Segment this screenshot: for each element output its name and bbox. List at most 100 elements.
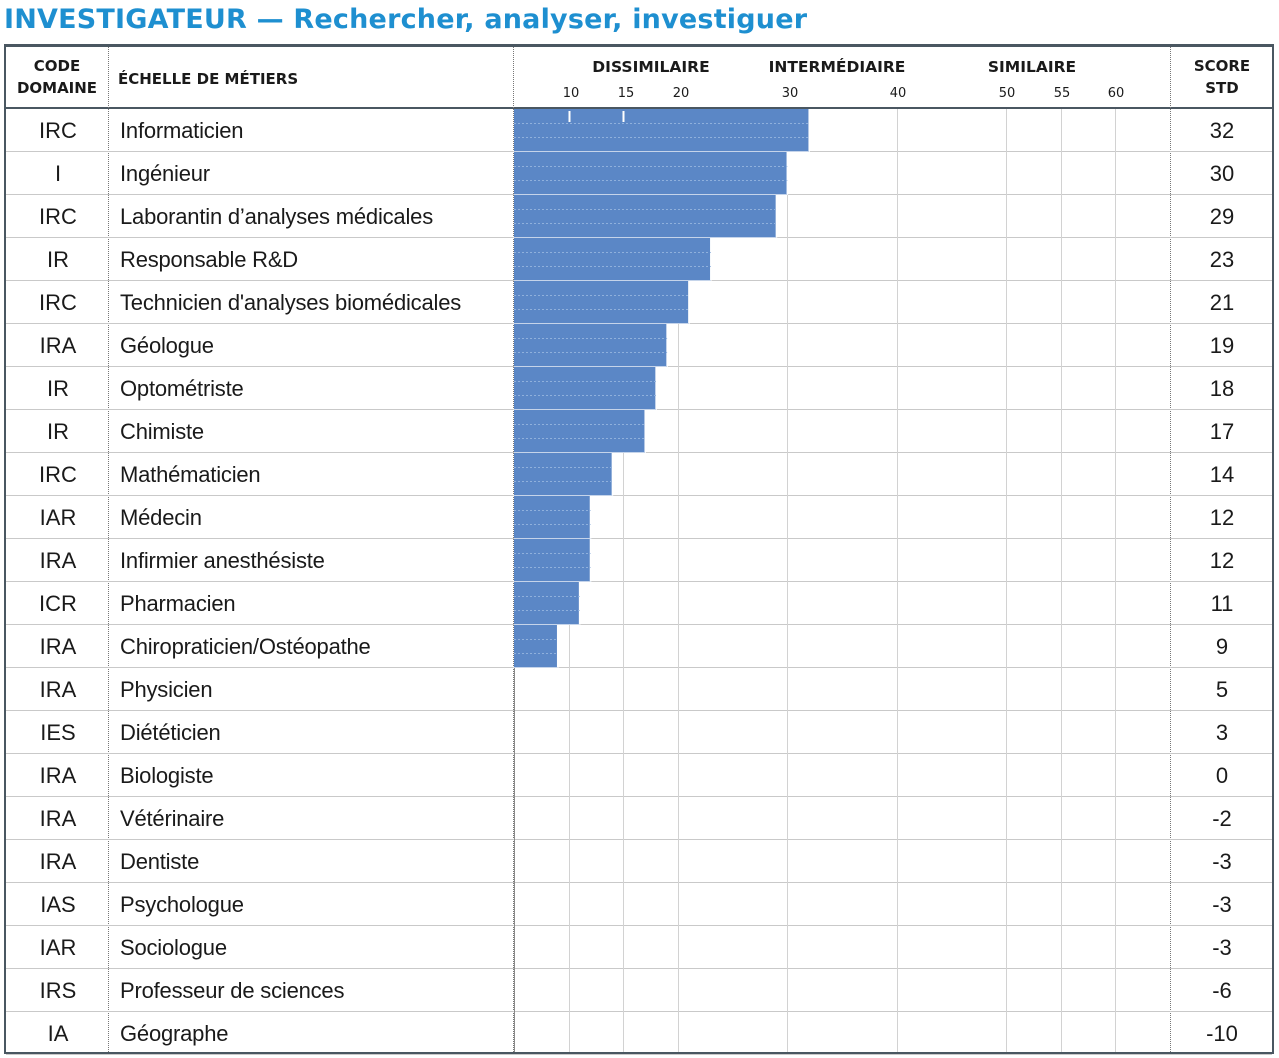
row-divider [6, 968, 1272, 969]
bar [514, 109, 810, 152]
table-row: IAS Psychologue -3 [4, 883, 1274, 926]
row-score-std: 19 [1209, 333, 1235, 358]
row-score-std: -3 [1212, 935, 1232, 960]
header-score-line2: STD [1205, 79, 1239, 97]
tick-label: 30 [781, 86, 799, 101]
row-occupation-label: Mathématicien [120, 462, 261, 487]
bar [514, 238, 711, 281]
tick-label: 60 [1107, 86, 1125, 101]
table-row: ICR Pharmacien 11 [4, 582, 1274, 625]
table-row: IA Géographe -10 [4, 1012, 1274, 1055]
page-title: INVESTIGATEUR — Rechercher, analyser, in… [4, 4, 808, 35]
tick-label: 50 [998, 86, 1016, 101]
row-domain-code: IES [40, 720, 76, 745]
header-score-line1: SCORE [1193, 57, 1251, 75]
row-divider [6, 1054, 1272, 1055]
table-left-rule [4, 44, 6, 1054]
row-divider [6, 796, 1272, 797]
table-row: IRA Dentiste -3 [4, 840, 1274, 883]
row-domain-code: IRA [39, 548, 77, 573]
row-score-std: 9 [1215, 634, 1229, 659]
row-domain-code: IR [47, 419, 69, 444]
bar [514, 367, 657, 410]
row-score-std: 5 [1215, 677, 1229, 702]
row-domain-code: IAR [39, 505, 77, 530]
bar [514, 625, 558, 668]
header-score-std: SCORE STD [1172, 55, 1272, 99]
header-code-line1: CODE [33, 57, 81, 75]
row-domain-code: IRA [39, 333, 77, 358]
row-score-std: 30 [1209, 161, 1235, 186]
row-occupation-label: Infirmier anesthésiste [120, 548, 325, 573]
bar [514, 453, 613, 496]
row-score-std: -6 [1212, 978, 1232, 1003]
row-divider [6, 839, 1272, 840]
row-domain-code: IAR [39, 935, 77, 960]
row-score-std: 18 [1209, 376, 1235, 401]
band-label-intermediaire: INTERMÉDIAIRE [768, 58, 906, 76]
tick-label: 10 [562, 86, 580, 101]
band-label-similaire: SIMILAIRE [987, 58, 1077, 76]
row-divider [6, 538, 1272, 539]
occupational-scale-table: CODE DOMAINE ÉCHELLE DE MÉTIERS SCORE ST… [4, 44, 1274, 1055]
row-occupation-label: Psychologue [120, 892, 244, 917]
row-score-std: 12 [1209, 505, 1235, 530]
column-divider [108, 47, 109, 1052]
row-score-std: -10 [1206, 1021, 1238, 1046]
bar [514, 496, 591, 539]
row-domain-code: ICR [39, 591, 77, 616]
row-divider [6, 667, 1272, 668]
row-occupation-label: Professeur de sciences [120, 978, 345, 1003]
row-occupation-label: Responsable R&D [120, 247, 298, 272]
row-domain-code: IRA [39, 849, 77, 874]
row-occupation-label: Pharmacien [120, 591, 236, 616]
row-occupation-label: Biologiste [120, 763, 214, 788]
table-row: IRA Vétérinaire -2 [4, 797, 1274, 840]
row-score-std: 32 [1209, 118, 1235, 143]
row-occupation-label: Ingénieur [120, 161, 210, 186]
row-domain-code: IAS [40, 892, 76, 917]
band-label-dissimilaire: DISSIMILAIRE [592, 58, 710, 76]
row-domain-code: IR [47, 376, 69, 401]
table-row: IRC Mathématicien 14 [4, 453, 1274, 496]
row-domain-code: IRC [39, 462, 77, 487]
row-domain-code: IA [47, 1021, 69, 1046]
row-score-std: -3 [1212, 849, 1232, 874]
row-occupation-label: Vétérinaire [120, 806, 225, 831]
row-divider [6, 495, 1272, 496]
row-domain-code: IRC [39, 118, 77, 143]
header-code-domaine: CODE DOMAINE [8, 55, 106, 99]
bar-chart [514, 109, 1116, 1052]
column-divider [1170, 47, 1171, 1052]
row-domain-code: IRA [39, 763, 77, 788]
bar [514, 582, 580, 625]
bar [514, 152, 788, 195]
header-top-rule [4, 44, 1274, 47]
table-row: IAR Sociologue -3 [4, 926, 1274, 969]
row-domain-code: IRC [39, 290, 77, 315]
row-score-std: -3 [1212, 892, 1232, 917]
row-divider [6, 710, 1272, 711]
header-echelle-metiers: ÉCHELLE DE MÉTIERS [118, 70, 299, 88]
row-domain-code: IRC [39, 204, 77, 229]
row-domain-code: I [54, 161, 62, 186]
row-occupation-label: Chiropraticien/Ostéopathe [120, 634, 371, 659]
header-bottom-rule [4, 107, 1274, 109]
row-divider [6, 753, 1272, 754]
table-row: IRA Physicien 5 [4, 668, 1274, 711]
header-code-line2: DOMAINE [16, 79, 98, 97]
bar [514, 324, 668, 367]
row-occupation-label: Médecin [120, 505, 202, 530]
row-score-std: 21 [1209, 290, 1235, 315]
tick-label: 15 [617, 86, 635, 101]
table-right-rule [1272, 44, 1274, 1054]
row-domain-code: IRS [39, 978, 77, 1003]
tick-label: 55 [1053, 86, 1071, 101]
column-divider [513, 47, 514, 1052]
bar [514, 410, 646, 453]
table-row: IAR Médecin 12 [4, 496, 1274, 539]
row-score-std: 23 [1209, 247, 1235, 272]
row-occupation-label: Diététicien [120, 720, 221, 745]
row-domain-code: IRA [39, 634, 77, 659]
row-domain-code: IRA [39, 677, 77, 702]
